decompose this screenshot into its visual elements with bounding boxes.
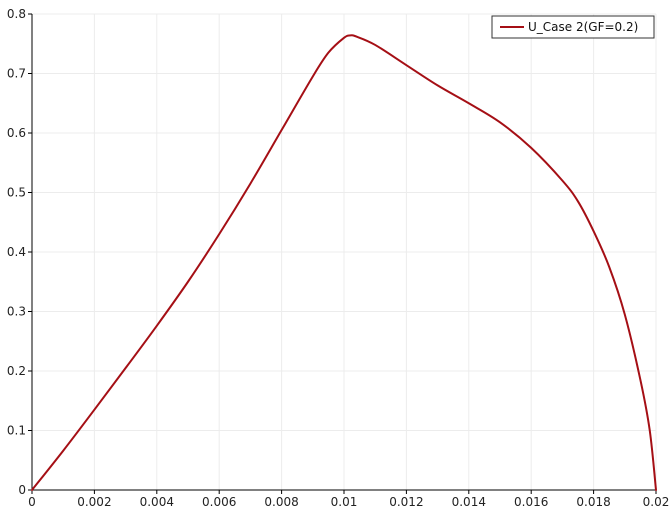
legend: U_Case 2(GF=0.2) <box>491 15 655 39</box>
y-tick-label: 0.7 <box>7 67 26 81</box>
x-tick-label: 0.018 <box>576 495 610 509</box>
x-tick-label: 0.02 <box>643 495 670 509</box>
series-line <box>31 34 657 491</box>
x-tick-label: 0.01 <box>331 495 358 509</box>
tick-labels: 0 0.002 0.004 0.006 0.008 0.01 0.012 0.014 0.016… <box>7 7 669 509</box>
x-tick-label: 0.012 <box>389 495 423 509</box>
x-tick-label: 0.002 <box>77 495 111 509</box>
y-tick-label: 0.6 <box>7 126 26 140</box>
y-tick-label: 0.1 <box>7 424 26 438</box>
x-tick-label: 0.014 <box>452 495 486 509</box>
x-tick-label: 0 <box>28 495 36 509</box>
x-tick-label: 0.016 <box>514 495 548 509</box>
y-tick-label: 0.8 <box>7 7 26 21</box>
x-tick-label: 0.004 <box>140 495 174 509</box>
grid-layer <box>31 13 657 491</box>
y-tick-label: 0.5 <box>7 186 26 200</box>
axes-layer <box>28 13 657 494</box>
legend-box <box>491 15 655 39</box>
x-tick-label: 0.006 <box>202 495 236 509</box>
series-layer <box>31 34 657 491</box>
legend-label: U_Case 2(GF=0.2) <box>528 20 638 34</box>
y-tick-label: 0.2 <box>7 364 26 378</box>
y-tick-label: 0.3 <box>7 305 26 319</box>
x-tick-label: 0.008 <box>264 495 298 509</box>
y-tick-label: 0.4 <box>7 245 26 259</box>
y-tick-label: 0 <box>18 483 26 497</box>
